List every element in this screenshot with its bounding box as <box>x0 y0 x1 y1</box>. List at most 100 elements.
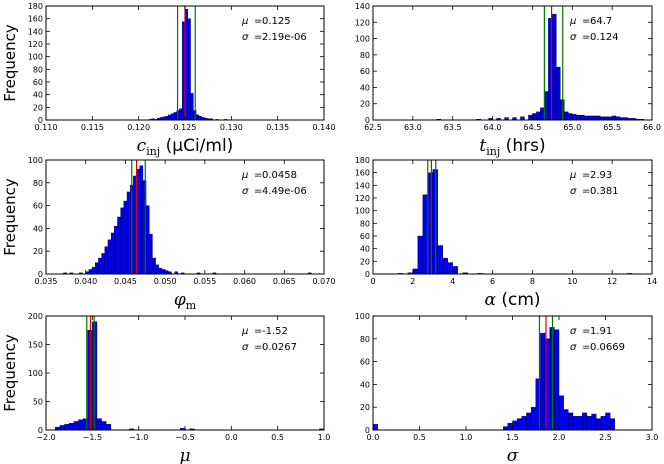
histogram-bar <box>592 115 597 121</box>
x-tick-label: 0.135 <box>266 123 289 132</box>
y-tick-label: 100 <box>355 312 370 321</box>
histogram-bar <box>521 416 527 431</box>
histogram-bar <box>170 113 175 121</box>
y-tick-label: 80 <box>360 51 370 60</box>
histogram-bar <box>528 114 533 121</box>
histogram-bar <box>526 412 532 431</box>
histogram-bar <box>98 257 102 275</box>
x-tick-label: 0.5 <box>413 433 426 442</box>
stat-equals: = <box>254 326 262 337</box>
x-axis-label: tinj (hrs) <box>479 136 545 158</box>
y-tick-label: 140 <box>355 2 370 11</box>
y-axis-label: Frequency <box>1 178 19 256</box>
histogram-bar <box>101 421 107 431</box>
histogram-panel-2: 62.5 63.0 63.5 64.0 64.5 65.0 65.5 66.0 0 20 40 60 8… <box>355 2 661 158</box>
histogram-bar <box>564 111 569 121</box>
histogram-bar <box>187 18 191 121</box>
y-tick-label: 20 <box>360 403 370 412</box>
x-tick-label: 0.055 <box>193 277 216 286</box>
histogram-bar <box>145 205 150 275</box>
stat-symbol: σ <box>570 342 577 353</box>
y-tick-label: 200 <box>28 312 43 321</box>
y-tick-label: 180 <box>355 156 370 165</box>
stat-value: 1.91 <box>590 326 612 337</box>
histogram-bar <box>577 416 583 431</box>
y-tick-label: 100 <box>28 53 43 62</box>
histogram-bar <box>152 257 156 275</box>
histogram-bar <box>544 91 549 121</box>
y-tick-label: 40 <box>33 224 43 233</box>
y-tick-label: 0 <box>365 270 370 279</box>
histogram-bar <box>164 270 169 275</box>
stat-equals: = <box>254 342 262 353</box>
x-tick-label: 66.0 <box>643 123 661 132</box>
y-tick-label: 60 <box>360 67 370 76</box>
stat-value: 64.7 <box>590 16 612 27</box>
histogram-bar <box>68 422 74 431</box>
histogram-bar <box>117 216 121 275</box>
histogram-bar <box>412 268 419 275</box>
histogram-bar <box>107 239 112 275</box>
histogram-bar <box>596 418 602 431</box>
stat-equals: = <box>582 32 590 43</box>
y-tick-label: 20 <box>360 100 370 109</box>
y-tick-label: 0 <box>38 270 43 279</box>
x-tick-label: 65.5 <box>603 123 621 132</box>
y-tick-label: 100 <box>28 369 43 378</box>
stat-equals: = <box>254 170 262 181</box>
stat-equals: = <box>582 326 590 337</box>
x-tick-label: 0.140 <box>313 123 336 132</box>
x-axis-label: cinj (µCi/ml) <box>137 136 234 158</box>
x-axis-label: φm <box>174 290 197 312</box>
stat-value: 2.93 <box>590 170 612 181</box>
y-tick-label: 40 <box>360 245 370 254</box>
x-tick-label: 64.0 <box>484 123 502 132</box>
x-tick-label: 63.5 <box>444 123 462 132</box>
histogram-bar <box>123 200 128 275</box>
stat-symbol: σ <box>570 32 577 43</box>
histogram-bar <box>95 262 99 275</box>
histogram-bar <box>584 115 589 121</box>
x-tick-label: 63.0 <box>404 123 422 132</box>
y-tick-label: 160 <box>355 169 370 178</box>
histogram-panel-1: 0.110 0.115 0.120 0.125 0.130 0.135 0.140 0 20 40… <box>1 2 335 158</box>
stat-value: 4.49e-06 <box>262 186 307 197</box>
x-tick-label: 6 <box>490 277 495 286</box>
x-tick-label: 0.035 <box>35 277 58 286</box>
histogram-bar <box>114 225 118 275</box>
x-tick-label: −2.0 <box>36 433 55 442</box>
histogram-bar <box>609 418 616 431</box>
histogram-bar <box>78 419 84 431</box>
stat-symbol: μ <box>241 16 248 27</box>
histogram-bar <box>91 266 96 275</box>
x-tick-label: 0.0 <box>367 433 380 442</box>
histogram-bar <box>503 426 509 431</box>
histogram-panel-6: 0.0 0.5 1.0 1.5 2.0 2.5 3.0 0 20 40 60 80 100 σ = 1.91 σ… <box>355 312 659 464</box>
y-tick-label: 50 <box>33 398 43 407</box>
histogram-bar <box>532 113 537 121</box>
histogram-bar <box>165 115 169 121</box>
stat-value: 0.381 <box>590 186 619 197</box>
histogram-bar <box>106 424 112 431</box>
histogram-bar <box>73 421 79 431</box>
stat-equals: = <box>582 16 590 27</box>
y-tick-label: 80 <box>33 179 43 188</box>
stat-symbol: μ <box>569 16 576 27</box>
histogram-bar <box>173 112 177 121</box>
histogram-bar <box>576 114 581 121</box>
y-tick-label: 60 <box>360 232 370 241</box>
histogram-bar <box>540 332 546 431</box>
stat-symbol: σ <box>242 342 249 353</box>
histogram-bar <box>558 395 564 431</box>
histogram-bar <box>568 412 574 431</box>
histogram-bar <box>536 111 541 121</box>
histogram-bar <box>195 114 200 121</box>
y-tick-label: 40 <box>33 91 43 100</box>
y-tick-label: 0 <box>365 116 370 125</box>
histogram-bar <box>530 407 536 431</box>
y-tick-label: 60 <box>33 78 43 87</box>
histogram-bar <box>417 235 424 275</box>
histogram-bar <box>104 246 109 275</box>
histogram-bar <box>158 268 163 275</box>
histogram-bar <box>452 266 458 275</box>
